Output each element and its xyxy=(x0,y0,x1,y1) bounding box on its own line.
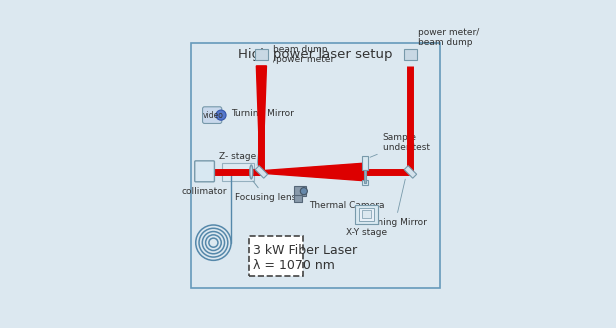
Bar xyxy=(294,186,306,196)
Bar xyxy=(363,171,367,183)
Text: power meter/
beam dump: power meter/ beam dump xyxy=(418,28,479,47)
Polygon shape xyxy=(255,166,267,178)
Text: Z- stage: Z- stage xyxy=(219,152,257,161)
Text: High power laser setup: High power laser setup xyxy=(238,48,393,61)
Circle shape xyxy=(216,110,226,120)
Polygon shape xyxy=(256,66,267,172)
Bar xyxy=(294,195,302,201)
Bar xyxy=(362,156,368,171)
Text: Focusing lens: Focusing lens xyxy=(235,181,296,202)
Bar xyxy=(404,50,416,60)
Text: collimator: collimator xyxy=(182,187,227,196)
Text: λ = 1070 nm: λ = 1070 nm xyxy=(253,259,335,272)
Text: Turning Mirror: Turning Mirror xyxy=(364,179,427,227)
Text: video: video xyxy=(203,111,224,120)
Text: Turning Mirror: Turning Mirror xyxy=(231,110,294,165)
Bar xyxy=(362,180,368,185)
Text: Thermal Camera: Thermal Camera xyxy=(309,201,385,210)
Bar xyxy=(359,208,374,221)
Polygon shape xyxy=(261,163,365,181)
Bar xyxy=(249,236,303,276)
FancyBboxPatch shape xyxy=(203,107,222,123)
FancyBboxPatch shape xyxy=(195,161,214,182)
Text: X-Y stage: X-Y stage xyxy=(346,228,387,237)
Bar xyxy=(222,163,254,181)
Bar xyxy=(355,205,378,224)
Polygon shape xyxy=(404,166,416,178)
Circle shape xyxy=(300,188,307,195)
Ellipse shape xyxy=(249,165,253,179)
Text: beam dump
/power meter: beam dump /power meter xyxy=(273,45,334,64)
Bar xyxy=(255,50,268,60)
Text: Sample
under test: Sample under test xyxy=(370,133,429,157)
Bar xyxy=(362,210,370,218)
Text: 3 kW Fiber Laser: 3 kW Fiber Laser xyxy=(253,244,357,256)
